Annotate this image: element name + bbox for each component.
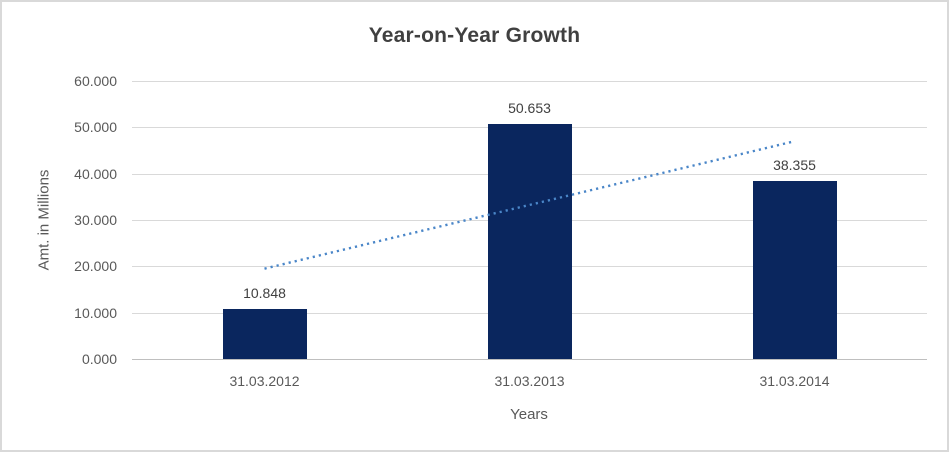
x-tick-label: 31.03.2014 <box>759 373 830 389</box>
x-tick-label: 31.03.2013 <box>494 373 565 389</box>
y-tick-label: 40.000 <box>74 165 117 182</box>
bar <box>752 181 837 359</box>
bar-data-label: 38.355 <box>773 157 816 174</box>
y-tick-label: 50.000 <box>74 119 117 136</box>
x-axis-line <box>132 359 927 360</box>
gridline <box>132 81 927 82</box>
y-tick-label: 30.000 <box>74 212 117 228</box>
x-axis-title: Years <box>510 406 548 423</box>
y-tick-label: 60.000 <box>74 73 117 89</box>
bar-data-label: 10.848 <box>243 284 286 301</box>
y-tick-label: 10.000 <box>74 304 117 321</box>
chart-title: Year-on-Year Growth <box>368 24 581 47</box>
bar-data-label: 50.653 <box>508 100 551 117</box>
y-tick-label: 20.000 <box>74 258 117 275</box>
bar <box>487 124 572 359</box>
bar <box>222 308 307 359</box>
y-tick-label: 0.000 <box>81 351 117 367</box>
x-tick-label: 31.03.2012 <box>229 373 300 389</box>
